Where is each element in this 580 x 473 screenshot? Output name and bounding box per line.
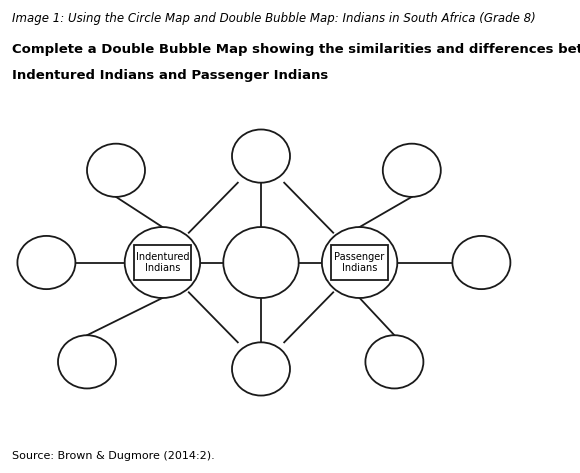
Ellipse shape xyxy=(452,236,510,289)
Ellipse shape xyxy=(223,227,299,298)
Ellipse shape xyxy=(232,130,290,183)
Ellipse shape xyxy=(383,144,441,197)
Ellipse shape xyxy=(87,144,145,197)
FancyBboxPatch shape xyxy=(134,245,191,280)
Ellipse shape xyxy=(58,335,116,388)
Text: Image 1: Using the Circle Map and Double Bubble Map: Indians in South Africa (Gr: Image 1: Using the Circle Map and Double… xyxy=(12,12,535,25)
Ellipse shape xyxy=(322,227,397,298)
Text: Indentured Indians and Passenger Indians: Indentured Indians and Passenger Indians xyxy=(12,69,328,81)
FancyBboxPatch shape xyxy=(331,245,388,280)
Text: Indentured
Indians: Indentured Indians xyxy=(136,252,189,273)
Text: Complete a Double Bubble Map showing the similarities and differences between th: Complete a Double Bubble Map showing the… xyxy=(12,43,580,55)
Ellipse shape xyxy=(232,342,290,395)
Ellipse shape xyxy=(17,236,75,289)
Ellipse shape xyxy=(365,335,423,388)
Text: Source: Brown & Dugmore (2014:2).: Source: Brown & Dugmore (2014:2). xyxy=(12,451,215,461)
Ellipse shape xyxy=(125,227,200,298)
Text: Passenger
Indians: Passenger Indians xyxy=(335,252,385,273)
